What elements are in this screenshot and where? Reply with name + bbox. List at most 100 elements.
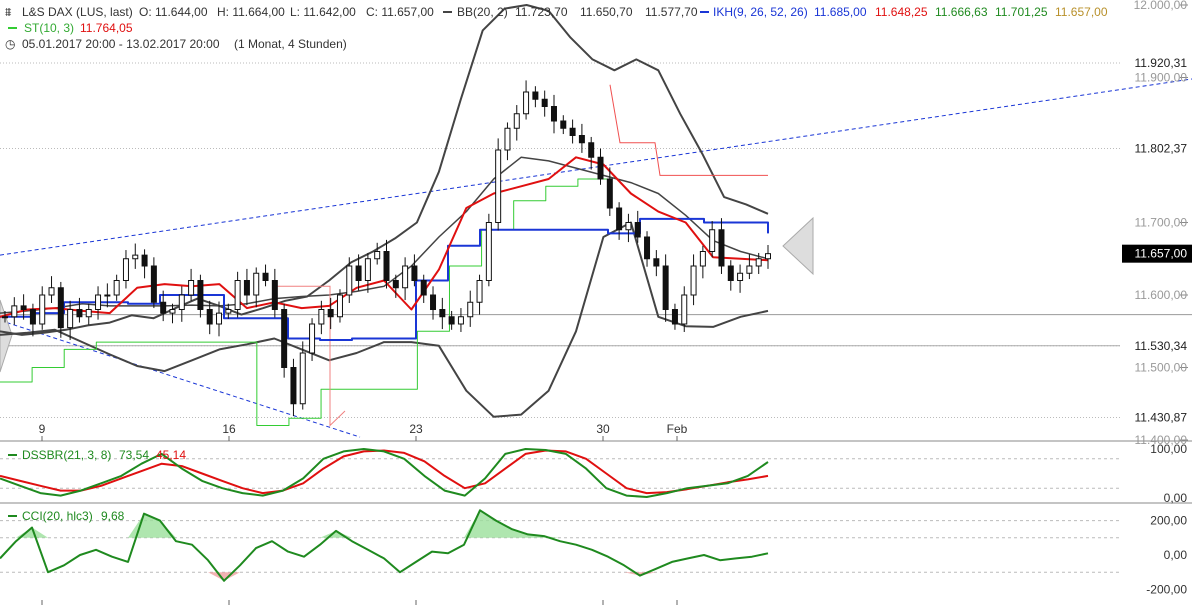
candle-body (95, 294, 102, 310)
ikh-value-4: 11.701,25 (995, 5, 1048, 19)
candle-body (11, 305, 18, 318)
ikh-value-5: 11.657,00 (1055, 5, 1108, 19)
candle-body (2, 316, 8, 319)
cci-legend-label: CCI(20, hlc3) (22, 509, 93, 523)
candle-body (150, 265, 157, 303)
trendline-upper (0, 78, 1192, 256)
candle-body (85, 309, 92, 318)
st-legend-label: ST(10, 3) (24, 21, 74, 35)
candle-body (467, 301, 474, 318)
x-tick-label: 16 (222, 422, 236, 436)
candlestick-series (2, 80, 771, 417)
last-price-label: 11.657,00 (1135, 247, 1188, 261)
ikh-value-1: 11.685,00 (814, 5, 867, 19)
cci-oversold-fill (0, 572, 768, 581)
clock-icon: ◷ (5, 37, 16, 51)
bb-value-lower: 11.577,70 (645, 5, 698, 19)
candle-body (495, 149, 502, 223)
candle-body (457, 316, 464, 325)
supertrend-line (0, 176, 611, 426)
bb-legend-label: BB(20, 2) (457, 5, 508, 19)
period-label: (1 Monat, 4 Stunden) (234, 37, 347, 51)
candle-body (262, 272, 269, 281)
axis-labels: 9 16 23 30 Feb 12.000,00 11.900,00 11.700,00 11.… (39, 0, 1192, 447)
candle-body (383, 251, 390, 281)
candle-body (727, 265, 734, 281)
dss-value-signal: 45,14 (156, 448, 186, 462)
candle-body (327, 309, 334, 318)
projection-arrow-left (0, 299, 13, 373)
candle-body (402, 265, 409, 289)
candle-body (392, 280, 399, 289)
candle-body (606, 178, 613, 209)
chart-title: L&S DAX (LUS, last) (22, 5, 133, 19)
cci-y-tick-label: 0,00 (1164, 548, 1188, 562)
candle-body (67, 309, 74, 329)
chart-frame (0, 62, 1192, 605)
candle-body (485, 222, 492, 281)
ohlc-low: L: 11.642,00 (290, 5, 356, 19)
candle-body (364, 258, 371, 281)
cci-y-tick-label: -200,00 (1146, 582, 1187, 596)
candle-body (569, 127, 576, 136)
candle-body (122, 258, 129, 281)
candle-body (169, 309, 176, 314)
candle-body (476, 280, 483, 303)
candle-body (234, 280, 241, 310)
dss-y-tick-label: 0,00 (1164, 491, 1188, 505)
projection-arrow-right (782, 216, 814, 276)
candle-body (48, 287, 55, 296)
dss-main-line (0, 448, 769, 498)
candle-body (523, 91, 530, 115)
candle-body (578, 135, 585, 144)
candle-body (281, 309, 288, 368)
candle-body (290, 367, 297, 405)
dss-panel: 100,00 0,00 (0, 442, 1187, 505)
y-tick-label: 11.400,00 (1135, 433, 1188, 447)
ikh-value-3: 11.666,63 (935, 5, 988, 19)
dss-header: DSSBR(21, 3, 8) 73,54 45,14 (8, 448, 186, 462)
cci-y-tick-label: 200,00 (1150, 514, 1187, 528)
candle-body (755, 258, 762, 267)
candle-body (104, 294, 111, 297)
candle-body (178, 294, 185, 310)
ohlc-close: C: 11.657,00 (366, 5, 434, 19)
candle-body (588, 142, 595, 158)
x-tick-label: Feb (667, 422, 688, 436)
indicator-lines (0, 4, 1192, 438)
trendline-lower (0, 319, 361, 438)
cci-overbought-fill (0, 510, 768, 538)
cci-line (0, 509, 769, 582)
candle-body (616, 207, 623, 231)
candle-body (690, 265, 697, 296)
candle-body (718, 229, 725, 267)
st-value: 11.764,05 (80, 21, 133, 35)
candle-body (532, 91, 539, 100)
bb-upper-line (0, 4, 769, 336)
x-tick-label: 30 (596, 422, 610, 436)
candle-body (318, 309, 325, 325)
chart-header: ⩩ L&S DAX (LUS, last) O: 11.644,00 H: 11… (5, 5, 1108, 51)
ohlc-open: O: 11.644,00 (139, 5, 208, 19)
candle-body (39, 294, 46, 325)
candle-body (597, 156, 604, 180)
ohlc-high: H: 11.664,00 (217, 5, 285, 19)
candle-body (20, 305, 27, 310)
candle-body (430, 294, 437, 310)
candle-body (355, 265, 362, 281)
candle-body (225, 309, 232, 314)
candle-body (765, 253, 771, 260)
candle-body (550, 106, 557, 122)
dss-signal-line (0, 449, 769, 495)
supertrend-red-segment (609, 84, 768, 176)
candle-body (737, 272, 744, 281)
candle-body (681, 294, 688, 325)
price-level-label: 11.802,37 (1135, 142, 1188, 156)
candle-body (625, 222, 632, 231)
bb-legend-swatch (443, 11, 452, 13)
bb-lower-line (0, 221, 769, 418)
candle-body (309, 323, 316, 354)
bb-value-upper: 11.723,70 (515, 5, 568, 19)
ikh-value-2: 11.648,25 (875, 5, 928, 19)
